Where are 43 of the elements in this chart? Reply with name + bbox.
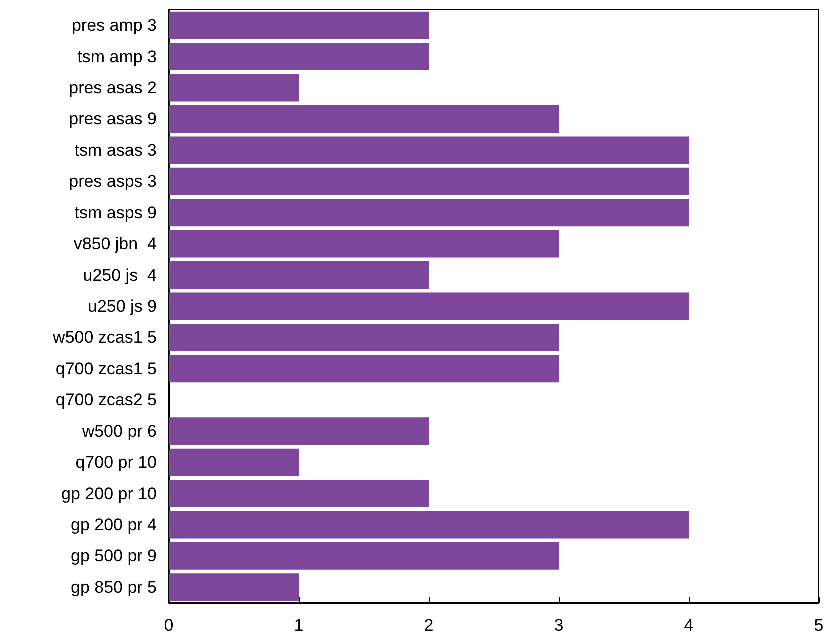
y-tick-label: pres asas 2 — [69, 78, 157, 98]
y-tick-label: q700 zcas1 5 — [56, 359, 157, 378]
bar — [169, 542, 559, 570]
y-tick-label: q700 pr 10 — [76, 453, 157, 472]
bar — [169, 480, 429, 508]
bar — [169, 418, 429, 446]
bar — [169, 324, 559, 352]
bar — [169, 292, 689, 320]
bar — [169, 136, 689, 164]
y-tick-label: gp 200 pr 10 — [62, 484, 157, 504]
bar — [169, 168, 689, 196]
bar — [169, 43, 429, 71]
y-tick-label: tsm asps 9 — [74, 203, 157, 222]
x-tick-label: 0 — [164, 616, 174, 635]
y-tick-label: gp 850 pr 5 — [70, 578, 157, 597]
y-tick-label: w500 zcas1 5 — [52, 328, 157, 348]
y-tick-label: u250 js 4 — [83, 266, 157, 285]
bar — [169, 511, 689, 539]
bar — [169, 262, 429, 290]
x-tick-label: 4 — [684, 616, 694, 635]
bar — [169, 12, 429, 40]
y-tick-label: gp 500 pr 9 — [70, 546, 157, 566]
bar — [169, 106, 559, 133]
y-tick-label: w500 pr 6 — [81, 422, 157, 441]
bar — [169, 74, 299, 102]
y-tick-label: tsm amp 3 — [78, 47, 157, 66]
bar — [169, 574, 299, 602]
x-tick-label: 5 — [814, 616, 824, 635]
x-tick-label: 3 — [554, 616, 564, 635]
y-tick-label: pres asps 3 — [69, 172, 157, 192]
y-tick-label: pres asas 9 — [69, 110, 157, 129]
y-tick-label: tsm asas 3 — [74, 140, 157, 160]
y-tick-label: gp 200 pr 4 — [70, 515, 157, 534]
x-tick-label: 1 — [294, 616, 304, 635]
y-tick-label: u250 js 9 — [88, 297, 157, 316]
y-tick-label: q700 zcas2 5 — [56, 390, 157, 410]
bar — [169, 355, 559, 383]
y-tick-label: pres amp 3 — [72, 16, 157, 36]
bar — [169, 230, 559, 258]
bar — [169, 448, 299, 476]
bar — [169, 199, 689, 227]
y-tick-label: v850 jbn 4 — [74, 234, 157, 254]
x-tick-label: 2 — [424, 616, 434, 635]
